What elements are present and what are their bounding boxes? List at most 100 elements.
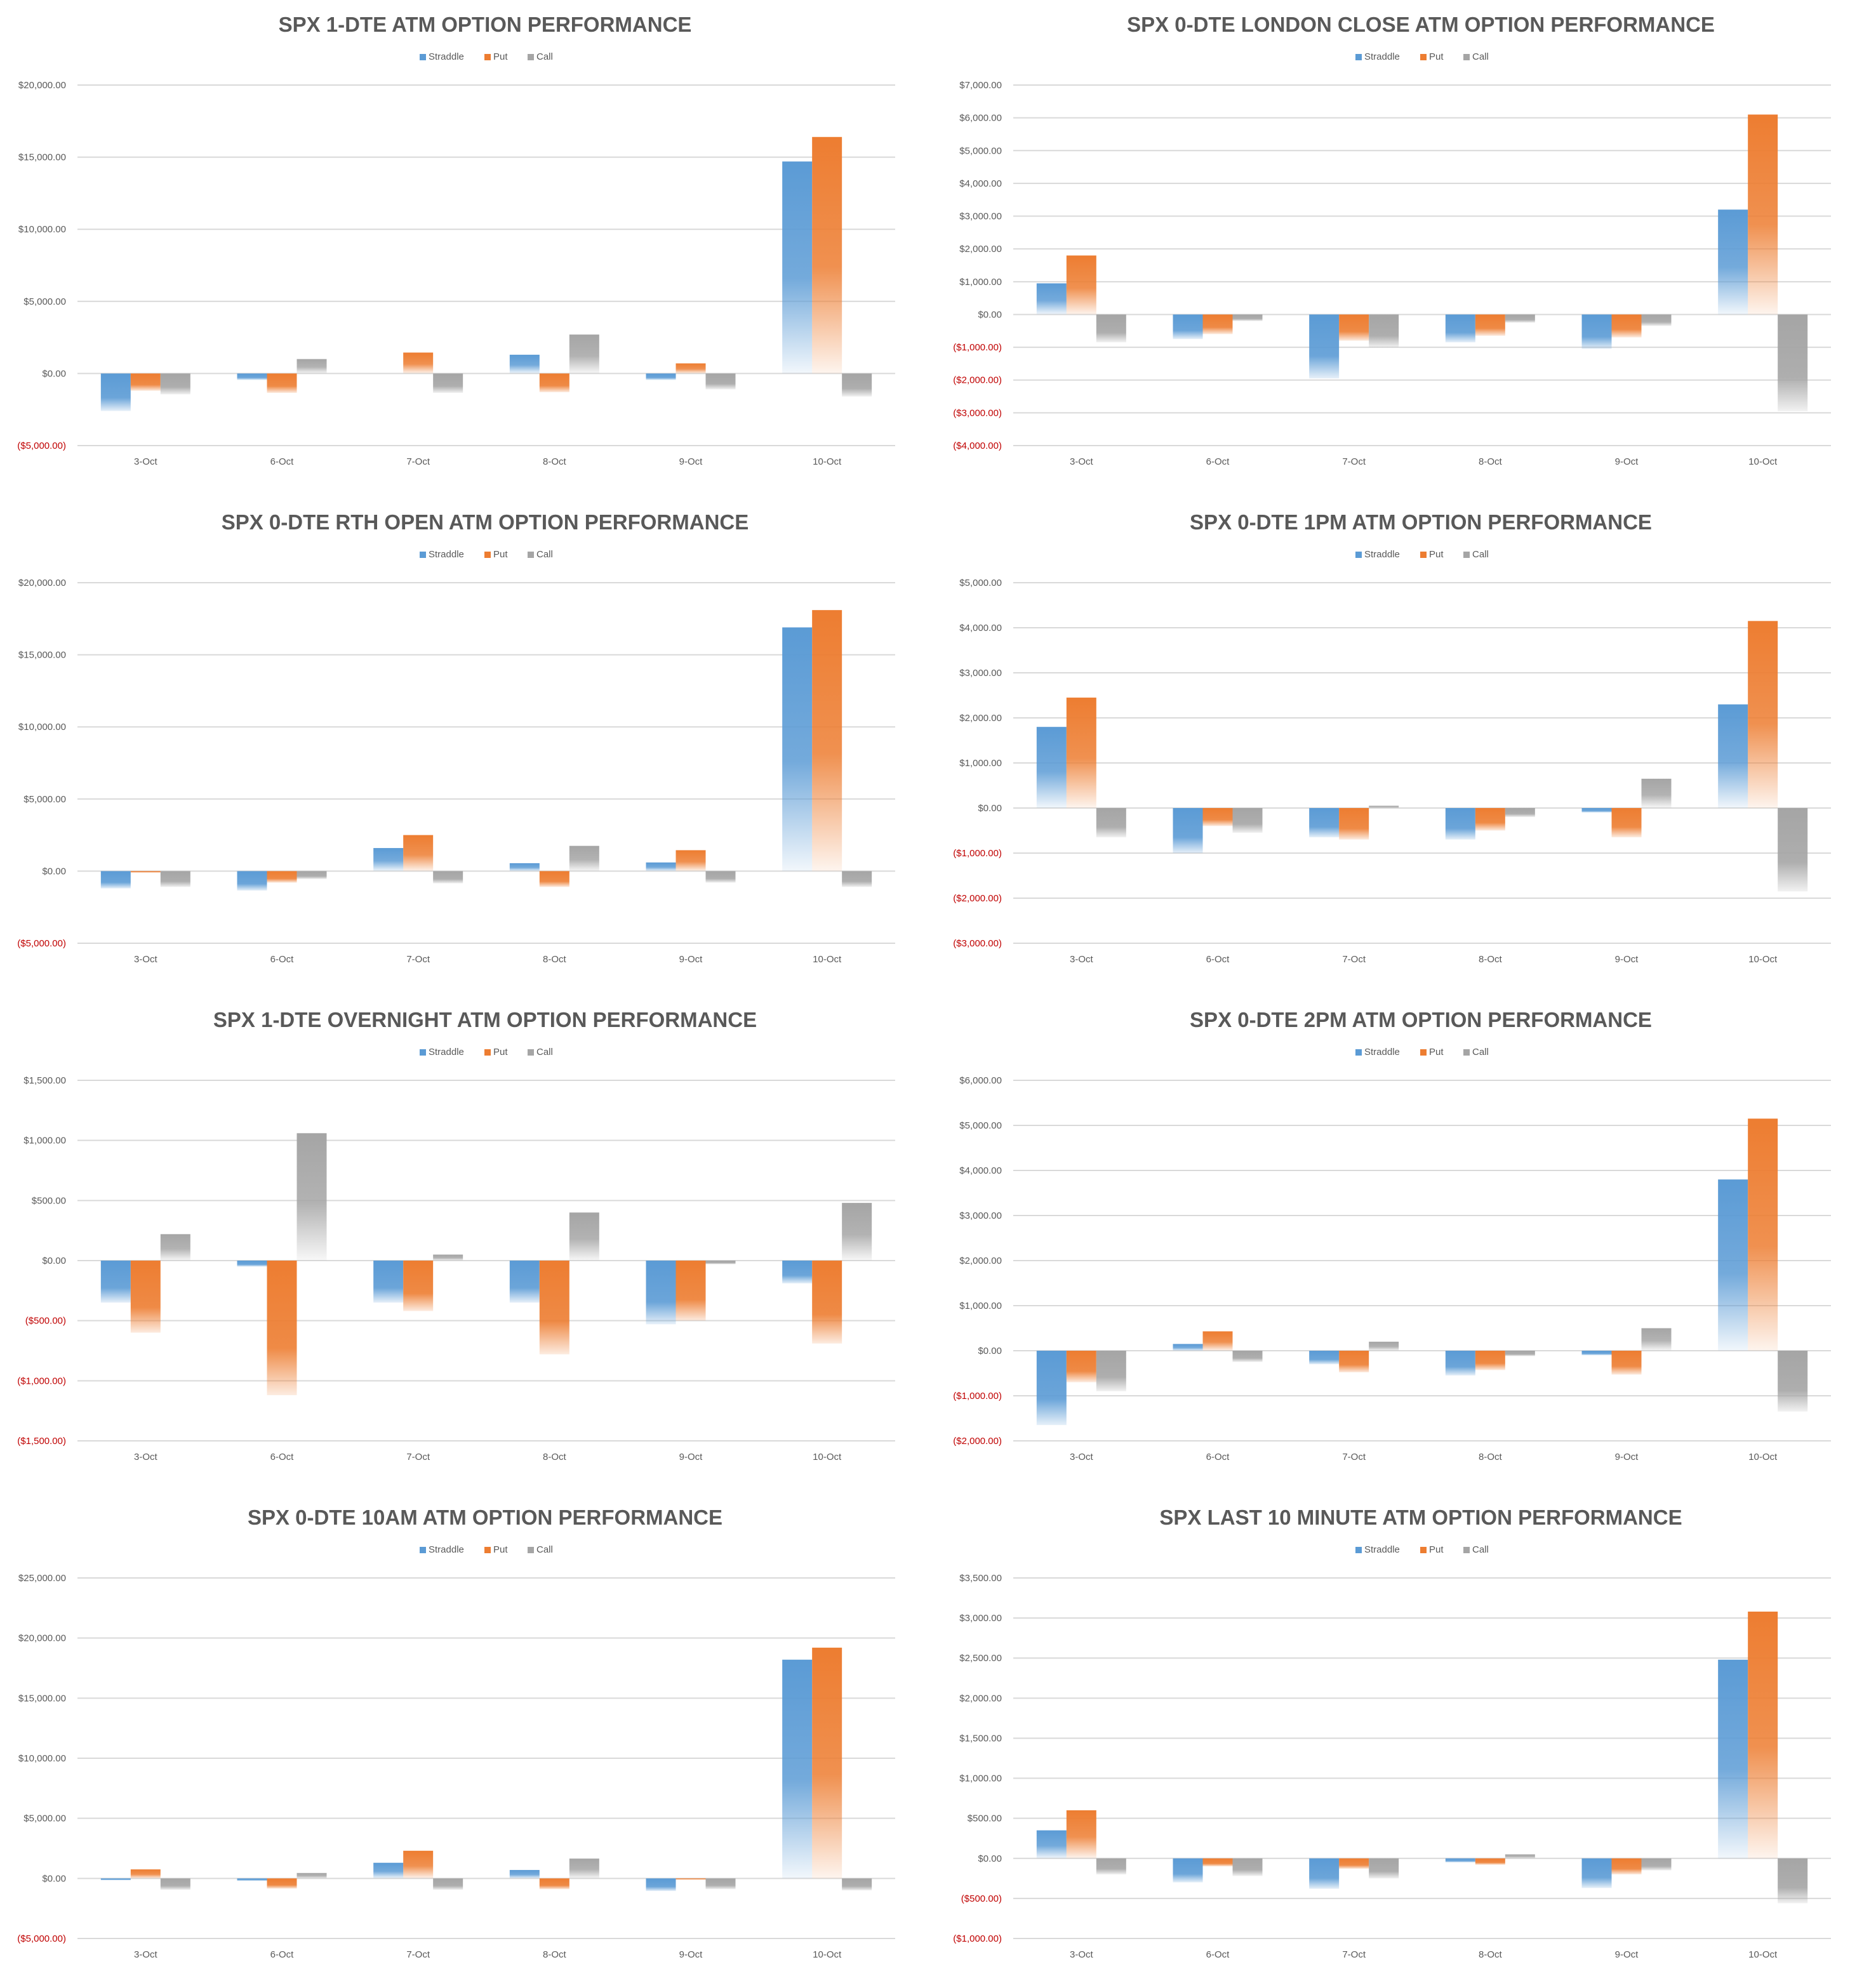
bar-put-8-oct <box>539 373 569 392</box>
y-tick-label: $10,000.00 <box>18 722 66 732</box>
bar-call-8-oct <box>569 335 599 374</box>
x-tick-label: 3-Oct <box>134 456 158 467</box>
bar-straddle-8-oct <box>509 354 540 374</box>
y-tick-label: ($2,000.00) <box>953 893 1002 904</box>
bar-call-10-oct <box>1778 1351 1808 1412</box>
legend-label-put: Put <box>1429 549 1444 560</box>
y-tick-label: $2,000.00 <box>959 244 1002 255</box>
x-tick-label: 3-Oct <box>1070 1949 1094 1960</box>
y-tick-label: ($4,000.00) <box>953 441 1002 451</box>
legend-swatch-put <box>484 1547 491 1553</box>
bar-straddle-9-oct <box>646 1261 676 1325</box>
bar-straddle-8-oct <box>1445 808 1475 840</box>
x-tick-label: 9-Oct <box>679 456 703 467</box>
x-tick-label: 10-Oct <box>1748 954 1778 965</box>
chart-svg: SPX 0-DTE 10AM ATM OPTION PERFORMANCE Str… <box>17 1506 895 1960</box>
x-tick-label: 6-Oct <box>270 456 295 467</box>
bar-call-3-oct <box>160 871 190 887</box>
bar-put-7-oct <box>1339 1858 1369 1869</box>
legend-label-call: Call <box>1472 1047 1489 1057</box>
y-tick-label: ($500.00) <box>25 1316 66 1327</box>
y-tick-label: $2,000.00 <box>959 1256 1002 1266</box>
bar-straddle-10-oct <box>1718 1659 1748 1859</box>
bar-call-8-oct <box>1505 314 1535 323</box>
bar-call-8-oct <box>569 1859 599 1879</box>
x-tick-label: 8-Oct <box>1479 954 1503 965</box>
bar-straddle-9-oct <box>1581 1858 1612 1888</box>
x-tick-label: 3-Oct <box>1070 954 1094 965</box>
bar-straddle-7-oct <box>373 1261 404 1303</box>
y-tick-label: ($1,000.00) <box>953 1391 1002 1402</box>
bar-straddle-7-oct <box>1309 1351 1340 1365</box>
chart-svg: SPX LAST 10 MINUTE ATM OPTION PERFORMANC… <box>953 1506 1831 1960</box>
bar-call-10-oct <box>1778 314 1808 411</box>
legend-label-straddle: Straddle <box>429 51 464 62</box>
bar-straddle-9-oct <box>1581 808 1612 813</box>
bar-put-9-oct <box>675 1878 706 1880</box>
legend-label-straddle: Straddle <box>1364 549 1400 560</box>
legend-label-straddle: Straddle <box>1364 1544 1400 1555</box>
x-tick-label: 6-Oct <box>270 1452 295 1462</box>
bar-straddle-10-oct <box>1718 1179 1748 1351</box>
y-tick-label: $0.00 <box>978 803 1002 814</box>
bar-put-9-oct <box>675 1261 706 1321</box>
legend-label-put: Put <box>493 51 508 62</box>
x-tick-label: 6-Oct <box>1206 1452 1230 1462</box>
legend-label-put: Put <box>1429 51 1444 62</box>
bar-straddle-8-oct <box>1445 1858 1475 1863</box>
bar-put-10-oct <box>812 610 842 871</box>
y-tick-label: $25,000.00 <box>18 1573 66 1584</box>
x-tick-label: 9-Oct <box>1615 456 1639 467</box>
bar-put-7-oct <box>403 835 434 871</box>
legend-label-put: Put <box>493 549 508 560</box>
x-tick-label: 3-Oct <box>134 954 158 965</box>
x-tick-label: 7-Oct <box>1342 456 1366 467</box>
bar-call-10-oct <box>842 871 872 887</box>
x-tick-label: 6-Oct <box>270 954 295 965</box>
bar-straddle-6-oct <box>1173 808 1203 853</box>
bar-put-6-oct <box>1202 1858 1233 1867</box>
bar-straddle-8-oct <box>509 1261 540 1303</box>
y-tick-label: ($2,000.00) <box>953 1436 1002 1447</box>
legend-swatch-straddle <box>420 54 426 60</box>
legend-label-call: Call <box>1472 549 1489 560</box>
bar-call-10-oct <box>842 373 872 397</box>
bar-put-6-oct <box>1202 808 1233 826</box>
x-tick-label: 8-Oct <box>543 1949 567 1960</box>
bar-straddle-3-oct <box>100 871 131 889</box>
bar-straddle-7-oct <box>1309 1858 1340 1889</box>
chart-panel: SPX 0-DTE 1PM ATM OPTION PERFORMANCE Stra… <box>936 498 1850 993</box>
y-tick-label: $5,000.00 <box>959 578 1002 588</box>
bar-straddle-10-oct <box>1718 209 1748 315</box>
chart-panel: SPX 0-DTE LONDON CLOSE ATM OPTION PERFOR… <box>936 0 1850 495</box>
bar-put-9-oct <box>1611 808 1642 838</box>
y-tick-label: $15,000.00 <box>18 650 66 661</box>
legend-swatch-put <box>1420 1547 1427 1553</box>
x-tick-label: 7-Oct <box>406 1452 430 1462</box>
bar-put-7-oct <box>1339 314 1369 341</box>
bar-call-10-oct <box>842 1878 872 1891</box>
chart-svg: SPX 1-DTE OVERNIGHT ATM OPTION PERFORMAN… <box>17 1008 895 1462</box>
legend-label-straddle: Straddle <box>429 549 464 560</box>
bar-call-10-oct <box>1778 808 1808 892</box>
legend-swatch-straddle <box>420 1547 426 1553</box>
bar-call-3-oct <box>1096 808 1126 838</box>
legend-label-put: Put <box>1429 1047 1444 1057</box>
bar-call-9-oct <box>1641 778 1672 808</box>
x-tick-label: 7-Oct <box>1342 954 1366 965</box>
x-tick-label: 8-Oct <box>1479 1949 1503 1960</box>
bar-straddle-8-oct <box>1445 314 1475 343</box>
legend-swatch-call <box>1463 1049 1470 1056</box>
bar-call-9-oct <box>1641 314 1672 326</box>
y-tick-label: $5,000.00 <box>959 145 1002 156</box>
chart-panel: SPX LAST 10 MINUTE ATM OPTION PERFORMANC… <box>936 1493 1850 1988</box>
y-tick-label: $20,000.00 <box>18 578 66 588</box>
chart-svg: SPX 0-DTE LONDON CLOSE ATM OPTION PERFOR… <box>953 13 1831 467</box>
bar-put-3-oct <box>1066 1351 1096 1382</box>
bar-straddle-10-oct <box>1718 704 1748 808</box>
chart-title: SPX 1-DTE ATM OPTION PERFORMANCE <box>279 13 692 36</box>
y-tick-label: ($2,000.00) <box>953 375 1002 386</box>
bar-call-3-oct <box>1096 1858 1126 1875</box>
x-tick-label: 10-Oct <box>813 1949 842 1960</box>
